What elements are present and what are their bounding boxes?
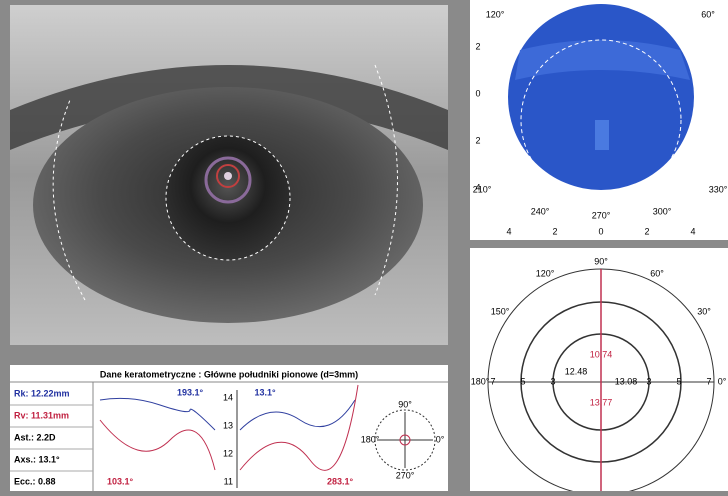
measurement: Rv: 11.31mm bbox=[14, 410, 69, 420]
ring-label: 5 bbox=[520, 376, 525, 386]
ring-label: 3 bbox=[550, 376, 555, 386]
angle-label: 270° bbox=[396, 470, 415, 480]
meridian-label: 283.1° bbox=[327, 476, 354, 486]
power-value: 13.77 bbox=[590, 397, 613, 407]
angle-label: 120° bbox=[486, 9, 505, 19]
angle-label: 120° bbox=[536, 268, 555, 278]
angle-label: 90° bbox=[594, 256, 608, 266]
angle-label: 30° bbox=[697, 306, 711, 316]
angle-label: 180° bbox=[471, 376, 490, 386]
power-panel bbox=[470, 248, 728, 491]
angle-label: 0° bbox=[718, 376, 727, 386]
screen: Dane keratometryczne : Główne południki … bbox=[0, 0, 728, 491]
y-tick-label: 2 bbox=[475, 135, 480, 145]
page: Dane keratometryczne : Główne południki … bbox=[0, 0, 728, 491]
angle-label: 60° bbox=[650, 268, 664, 278]
x-tick-label: 4 bbox=[690, 226, 695, 236]
meridian-label: 13.1° bbox=[254, 387, 276, 397]
x-tick-label: 4 bbox=[506, 226, 511, 236]
y-tick-label: 0 bbox=[475, 88, 480, 98]
ring-label: 7 bbox=[706, 376, 711, 386]
y-tick-label: 13 bbox=[223, 420, 233, 430]
measurement: Ecc.: 0.88 bbox=[14, 476, 56, 486]
angle-label: 240° bbox=[531, 206, 550, 216]
angle-label: 270° bbox=[592, 210, 611, 220]
panel-title: Dane keratometryczne : Główne południki … bbox=[100, 369, 358, 379]
angle-label: 330° bbox=[709, 184, 728, 194]
map-zone bbox=[595, 120, 609, 150]
angle-label: 150° bbox=[491, 306, 510, 316]
iris bbox=[166, 136, 290, 260]
x-tick-label: 0 bbox=[598, 226, 603, 236]
eye-image bbox=[10, 5, 448, 345]
measurement: Ast.: 2.2D bbox=[14, 432, 56, 442]
power-value: 10.74 bbox=[590, 349, 613, 359]
power-value: 13.08 bbox=[615, 376, 638, 386]
angle-label: 300° bbox=[653, 206, 672, 216]
angle-label: 0° bbox=[436, 434, 445, 444]
ring-label: 5 bbox=[676, 376, 681, 386]
elevation-map bbox=[508, 4, 694, 190]
y-tick-label: 14 bbox=[223, 392, 233, 402]
y-tick-label: 11 bbox=[224, 476, 233, 486]
angle-label: 60° bbox=[701, 9, 715, 19]
x-tick-label: 2 bbox=[552, 226, 557, 236]
ring-label: 3 bbox=[646, 376, 651, 386]
y-tick-label: 2 bbox=[475, 41, 480, 51]
measurement: Axs.: 13.1° bbox=[14, 454, 60, 464]
y-tick-label: 12 bbox=[223, 448, 233, 458]
x-tick-label: 2 bbox=[644, 226, 649, 236]
meridian-label: 103.1° bbox=[107, 476, 134, 486]
meridian-label: 193.1° bbox=[177, 387, 204, 397]
ring-label: 7 bbox=[490, 376, 495, 386]
angle-label: 210° bbox=[473, 184, 492, 194]
angle-label: 180° bbox=[361, 434, 380, 444]
angle-label: 90° bbox=[398, 399, 412, 409]
reflex bbox=[224, 172, 232, 180]
measurement: Rk: 12.22mm bbox=[14, 388, 70, 398]
power-value: 12.48 bbox=[565, 366, 588, 376]
